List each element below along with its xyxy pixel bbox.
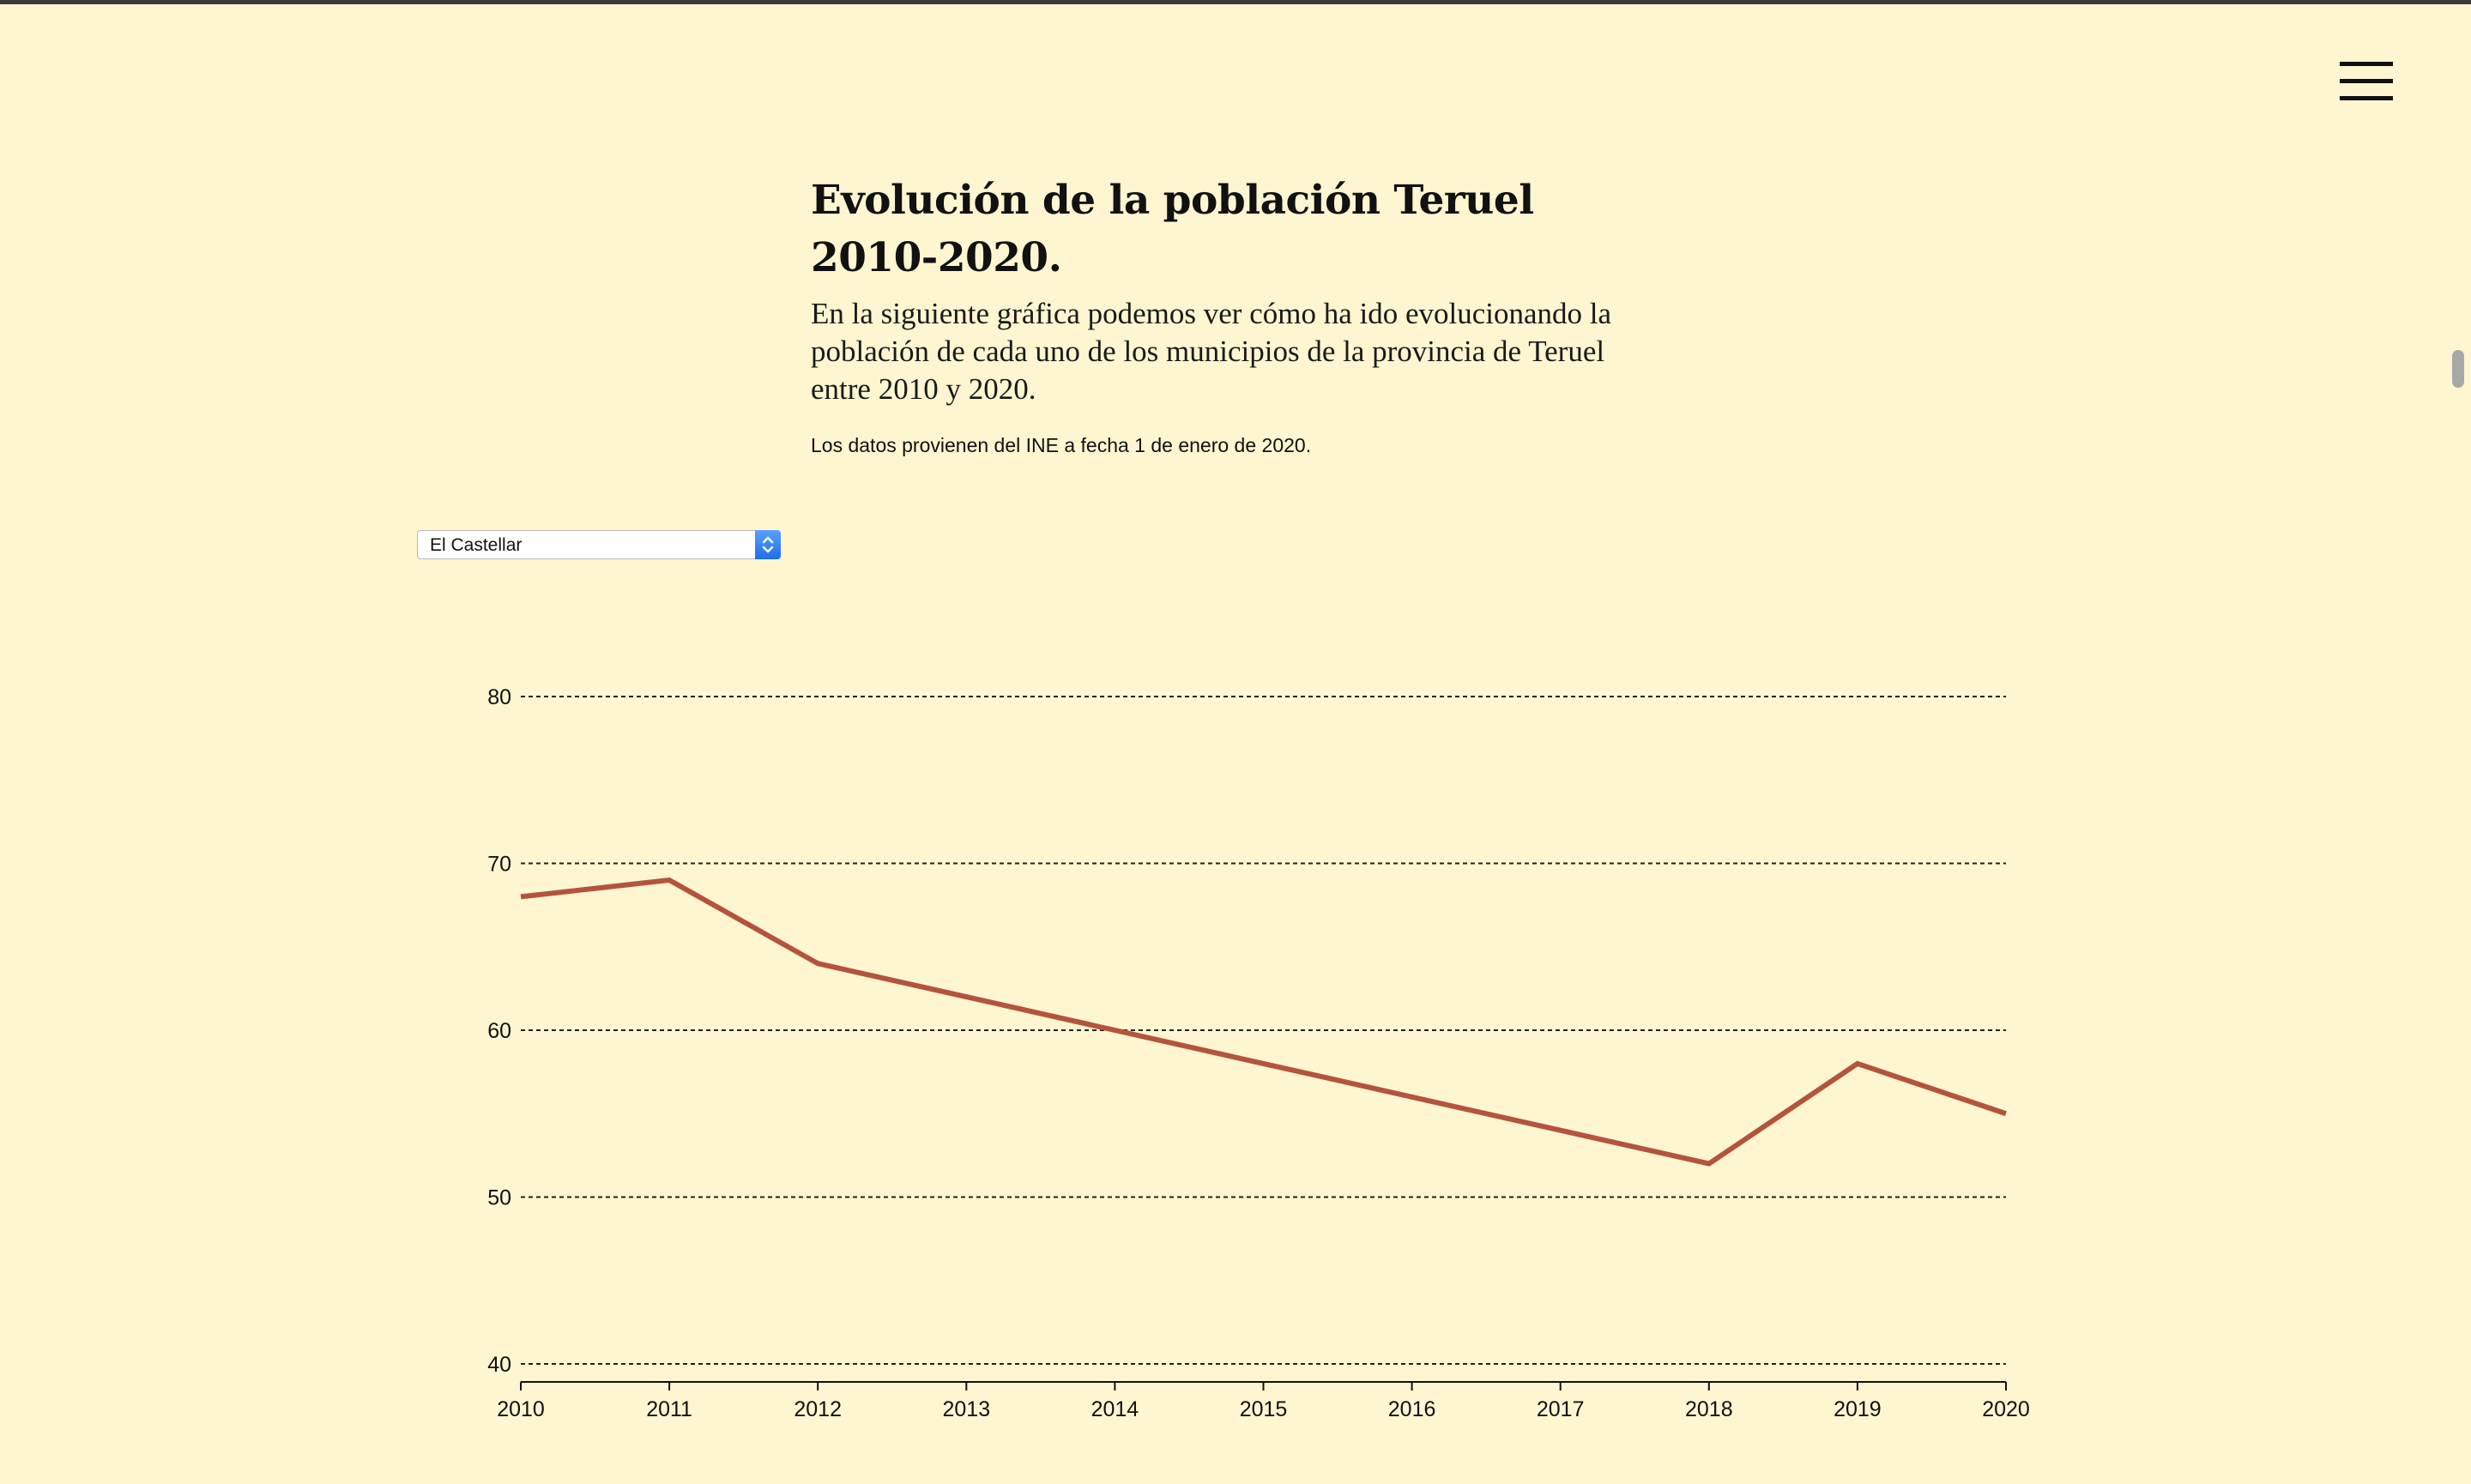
x-tick-label-2012: 2012 (794, 1397, 842, 1421)
x-tick-label-2015: 2015 (1240, 1397, 1288, 1421)
chart-series (518, 877, 2009, 1167)
y-tick-label-50: 50 (487, 1186, 511, 1210)
chart-y-tick-labels: 40 50 60 70 80 (487, 685, 511, 1377)
municipality-select-value: El Castellar (430, 535, 523, 555)
x-tick-label-2010: 2010 (497, 1397, 545, 1421)
y-tick-label-70: 70 (487, 853, 511, 877)
chart-x-tick-labels: 2010 2011 2012 2013 2014 2015 2016 2017 2018 2019… (497, 1397, 2030, 1421)
up-down-chevron-icon (755, 530, 781, 559)
y-tick-label-40: 40 (487, 1353, 511, 1377)
data-source-note: Los datos provienen del INE a fecha 1 de… (811, 434, 1312, 456)
y-tick-label-60: 60 (487, 1019, 511, 1043)
x-tick-label-2019: 2019 (1834, 1397, 1882, 1421)
menu-bar-middle (2340, 79, 2393, 83)
x-tick-label-2020: 2020 (1982, 1397, 2030, 1421)
scrollbar-thumb[interactable] (2452, 350, 2464, 388)
x-tick-label-2011: 2011 (646, 1397, 692, 1421)
y-tick-label-80: 80 (487, 685, 511, 709)
x-tick-label-2017: 2017 (1537, 1397, 1585, 1421)
data-point-2014 (1112, 1028, 1117, 1033)
page-title: Evolución de la población Teruel 2010-20… (811, 177, 1534, 281)
data-point-2011 (667, 878, 672, 883)
window-top-border (0, 0, 2471, 4)
menu-bar-top (2340, 62, 2393, 66)
article-header: Evolución de la población Teruel 2010-20… (811, 172, 1634, 458)
chart-x-axis (520, 1381, 2007, 1390)
municipality-select[interactable]: El Castellar (417, 530, 781, 559)
chart-gridlines (521, 696, 2006, 1365)
data-point-2013 (964, 994, 969, 999)
data-point-2019 (1855, 1061, 1860, 1066)
data-point-2020 (2003, 1111, 2009, 1116)
page-subtitle: En la siguiente gráfica podemos ver cómo… (811, 297, 1612, 406)
hamburger-menu-icon[interactable] (2340, 62, 2393, 103)
x-tick-label-2016: 2016 (1388, 1397, 1436, 1421)
data-point-2017 (1558, 1128, 1563, 1133)
menu-bar-bottom (2340, 96, 2393, 100)
data-point-2015 (1261, 1061, 1266, 1066)
data-point-2016 (1410, 1095, 1415, 1100)
series-line-0 (520, 877, 2007, 1167)
data-point-2018 (1707, 1161, 1712, 1167)
data-point-2012 (815, 961, 820, 966)
x-tick-label-2014: 2014 (1091, 1397, 1139, 1421)
x-tick-label-2013: 2013 (942, 1397, 990, 1421)
x-tick-label-2018: 2018 (1685, 1397, 1733, 1421)
data-point-2010 (518, 894, 523, 899)
